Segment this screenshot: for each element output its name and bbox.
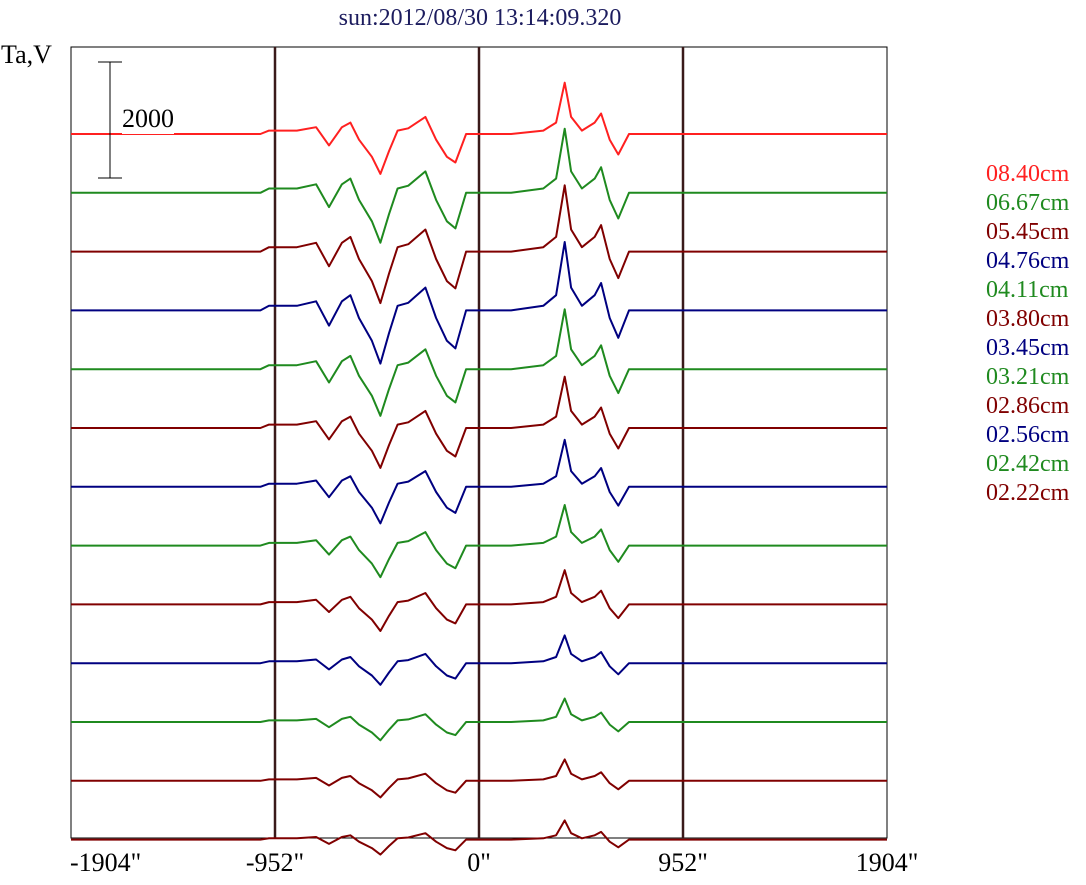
- series-line-11: [71, 758, 887, 799]
- legend-item: 02.42cm: [986, 451, 1070, 477]
- x-tick-label: 952": [658, 848, 708, 877]
- legend-item: 03.45cm: [986, 335, 1070, 361]
- x-tick-label: -952": [245, 848, 305, 877]
- legend-item: 03.80cm: [986, 306, 1070, 332]
- legend-item: 08.40cm: [986, 161, 1070, 187]
- series-line-3: [71, 241, 887, 365]
- series-line-9: [71, 634, 887, 686]
- series-line-0: [71, 81, 887, 175]
- x-tick-label: 0": [467, 848, 491, 877]
- series-line-10: [71, 697, 887, 742]
- y-axis-label: Ta,V: [1, 40, 52, 69]
- series-line-6: [71, 438, 887, 525]
- legend-item: 02.86cm: [986, 393, 1070, 419]
- series-group: [71, 81, 887, 856]
- series-line-1: [71, 127, 887, 244]
- series-line-4: [71, 308, 887, 417]
- x-tick-label: 1904": [855, 848, 919, 877]
- scale-bar: [98, 61, 122, 179]
- series-line-5: [71, 375, 887, 469]
- series-line-2: [71, 184, 887, 305]
- series-line-8: [71, 569, 887, 632]
- legend-item: 02.22cm: [986, 480, 1070, 506]
- legend-item: 03.21cm: [986, 364, 1070, 390]
- series-line-7: [71, 504, 887, 579]
- scale-bar-label: 2000: [122, 104, 174, 134]
- x-tick-label: -1904": [70, 848, 142, 877]
- legend-item: 05.45cm: [986, 219, 1070, 245]
- vertical-guide-lines: [273, 47, 685, 838]
- chart-title: sun:2012/08/30 13:14:09.320: [338, 5, 622, 31]
- legend-item: 04.76cm: [986, 248, 1070, 274]
- legend-item: 02.56cm: [986, 422, 1070, 448]
- legend-item: 06.67cm: [986, 190, 1070, 216]
- legend-item: 04.11cm: [986, 277, 1069, 303]
- series-line-12: [71, 819, 887, 856]
